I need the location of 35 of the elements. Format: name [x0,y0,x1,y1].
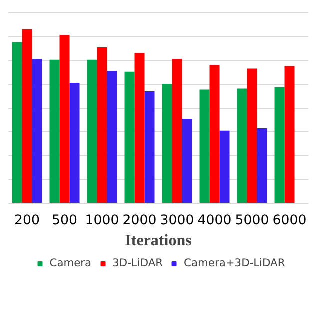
bar [60,35,70,204]
bar [87,60,98,204]
bar [220,130,230,204]
bar [237,88,248,204]
bar [107,71,118,204]
legend-label: 3D-LiDAR [112,256,164,270]
bar [144,92,155,204]
bar [97,48,108,204]
x-tick-label: 6000 [272,214,307,228]
x-tick-label: 2000 [122,214,157,228]
x-tick-label: 3000 [160,214,194,228]
bar [134,53,145,204]
bar [32,59,42,204]
x-tick-label: 1000 [85,214,120,228]
bar [124,72,135,204]
bar [12,42,22,204]
x-tick-label: 4000 [198,214,232,228]
bar [257,128,268,204]
bar [22,29,32,204]
bar [210,65,220,204]
legend-label: Camera+3D-LiDAR [184,256,286,270]
bar [284,66,295,204]
bar [247,68,258,204]
bar [182,119,192,204]
bar [50,60,60,204]
bar [274,87,285,204]
bar [70,83,80,204]
x-axis-title: Iterations [125,232,192,250]
x-tick-label: 5000 [235,214,270,228]
bar [162,84,172,204]
bar [200,90,210,204]
bar [172,59,182,204]
legend-label: Camera [50,256,92,270]
x-tick-label: 500 [52,214,78,228]
x-tick-label: 200 [14,214,40,228]
